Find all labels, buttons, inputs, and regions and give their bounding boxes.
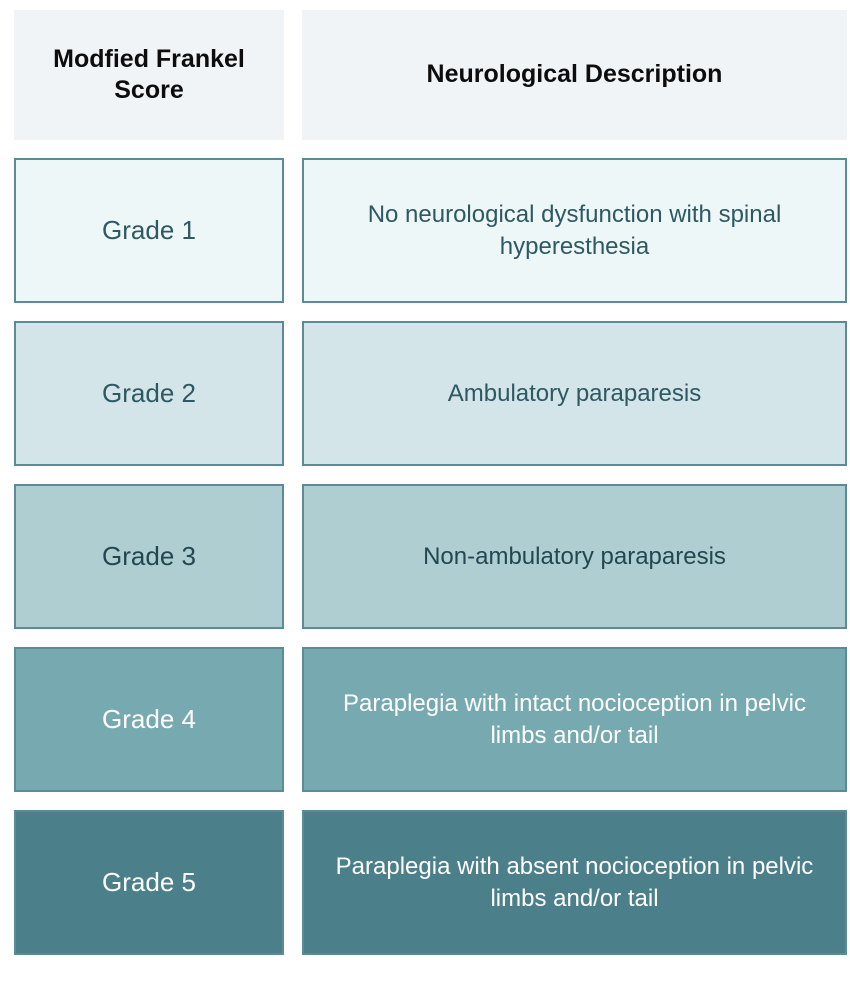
grade-cell-2: Grade 2 xyxy=(14,321,284,466)
header-description: Neurological Description xyxy=(302,10,847,140)
grade-cell-4: Grade 4 xyxy=(14,647,284,792)
header-score: Modfied Frankel Score xyxy=(14,10,284,140)
description-cell-3: Non-ambulatory paraparesis xyxy=(302,484,847,629)
description-cell-2: Ambulatory paraparesis xyxy=(302,321,847,466)
frankel-score-table: Modfied Frankel Score Neurological Descr… xyxy=(0,0,850,965)
description-cell-1: No neurological dysfunction with spinal … xyxy=(302,158,847,303)
grade-cell-5: Grade 5 xyxy=(14,810,284,955)
grade-cell-3: Grade 3 xyxy=(14,484,284,629)
description-cell-5: Paraplegia with absent nocioception in p… xyxy=(302,810,847,955)
grade-cell-1: Grade 1 xyxy=(14,158,284,303)
description-cell-4: Paraplegia with intact nocioception in p… xyxy=(302,647,847,792)
